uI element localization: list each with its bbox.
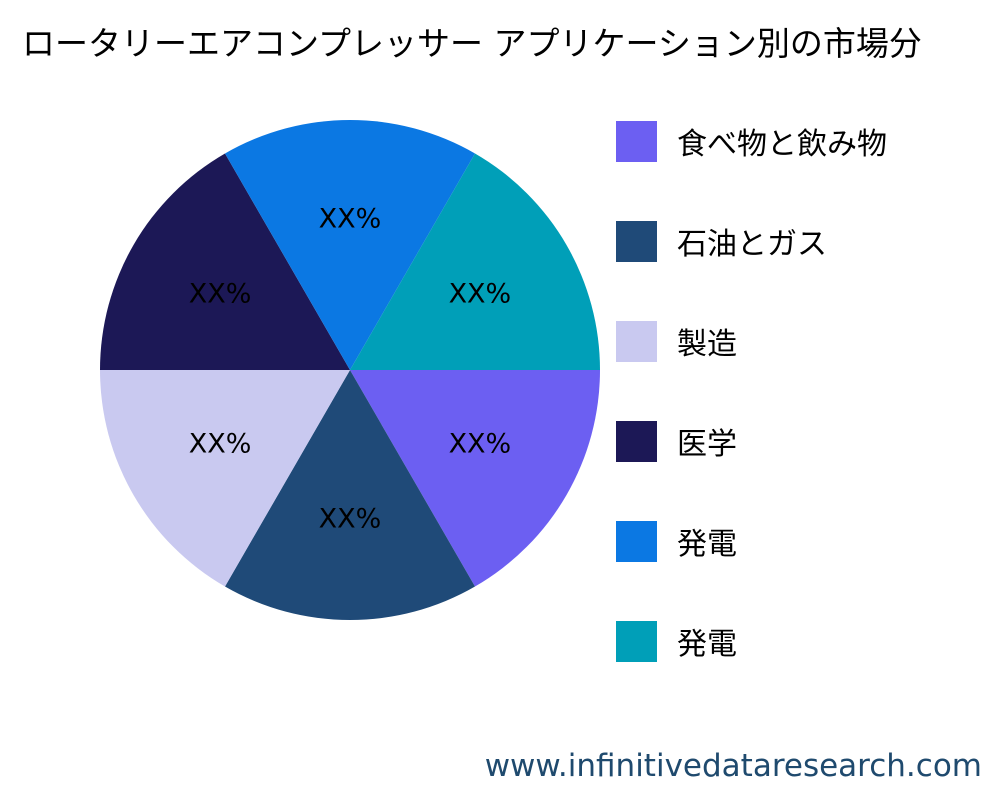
chart-title: ロータリーエアコンプレッサー アプリケーション別の市場分 [22, 24, 922, 63]
slice-data-label: XX% [189, 429, 252, 460]
source-watermark: www.infinitivedataresearch.com [484, 748, 982, 784]
pie-slice [350, 370, 600, 587]
pie-slice [350, 153, 600, 370]
legend-swatch [616, 620, 657, 662]
pie-data-labels: XX% XX% XX% XX% XX% XX% [189, 204, 511, 535]
legend-swatch [616, 420, 657, 462]
pie-slice [100, 370, 350, 587]
legend-item: 発電 [616, 519, 737, 563]
legend-item: 石油とガス [616, 219, 827, 263]
slice-data-label: XX% [449, 279, 512, 310]
legend-label: 製造 [677, 327, 737, 362]
legend-label: 医学 [677, 427, 737, 462]
slice-data-label: XX% [189, 279, 252, 310]
pie-slice [225, 119, 475, 370]
legend-item: 製造 [616, 319, 737, 363]
legend-swatch [616, 220, 657, 262]
legend-item: 医学 [616, 419, 737, 463]
legend-label: 石油とガス [677, 227, 827, 262]
legend-swatch [616, 120, 657, 162]
legend-swatch [616, 320, 657, 362]
pie-slices [100, 119, 600, 620]
legend-swatch [616, 520, 657, 562]
pie-slice [100, 153, 350, 370]
slice-data-label: XX% [319, 204, 382, 235]
slice-data-label: XX% [449, 429, 512, 460]
legend-label: 食べ物と飲み物 [677, 127, 887, 162]
legend-item: 食べ物と飲み物 [616, 119, 887, 163]
legend-label: 発電 [677, 527, 737, 562]
legend-item: 発電 [616, 619, 737, 663]
legend-label: 発電 [677, 627, 737, 662]
slice-data-label: XX% [319, 504, 382, 535]
pie-slice [225, 370, 475, 620]
